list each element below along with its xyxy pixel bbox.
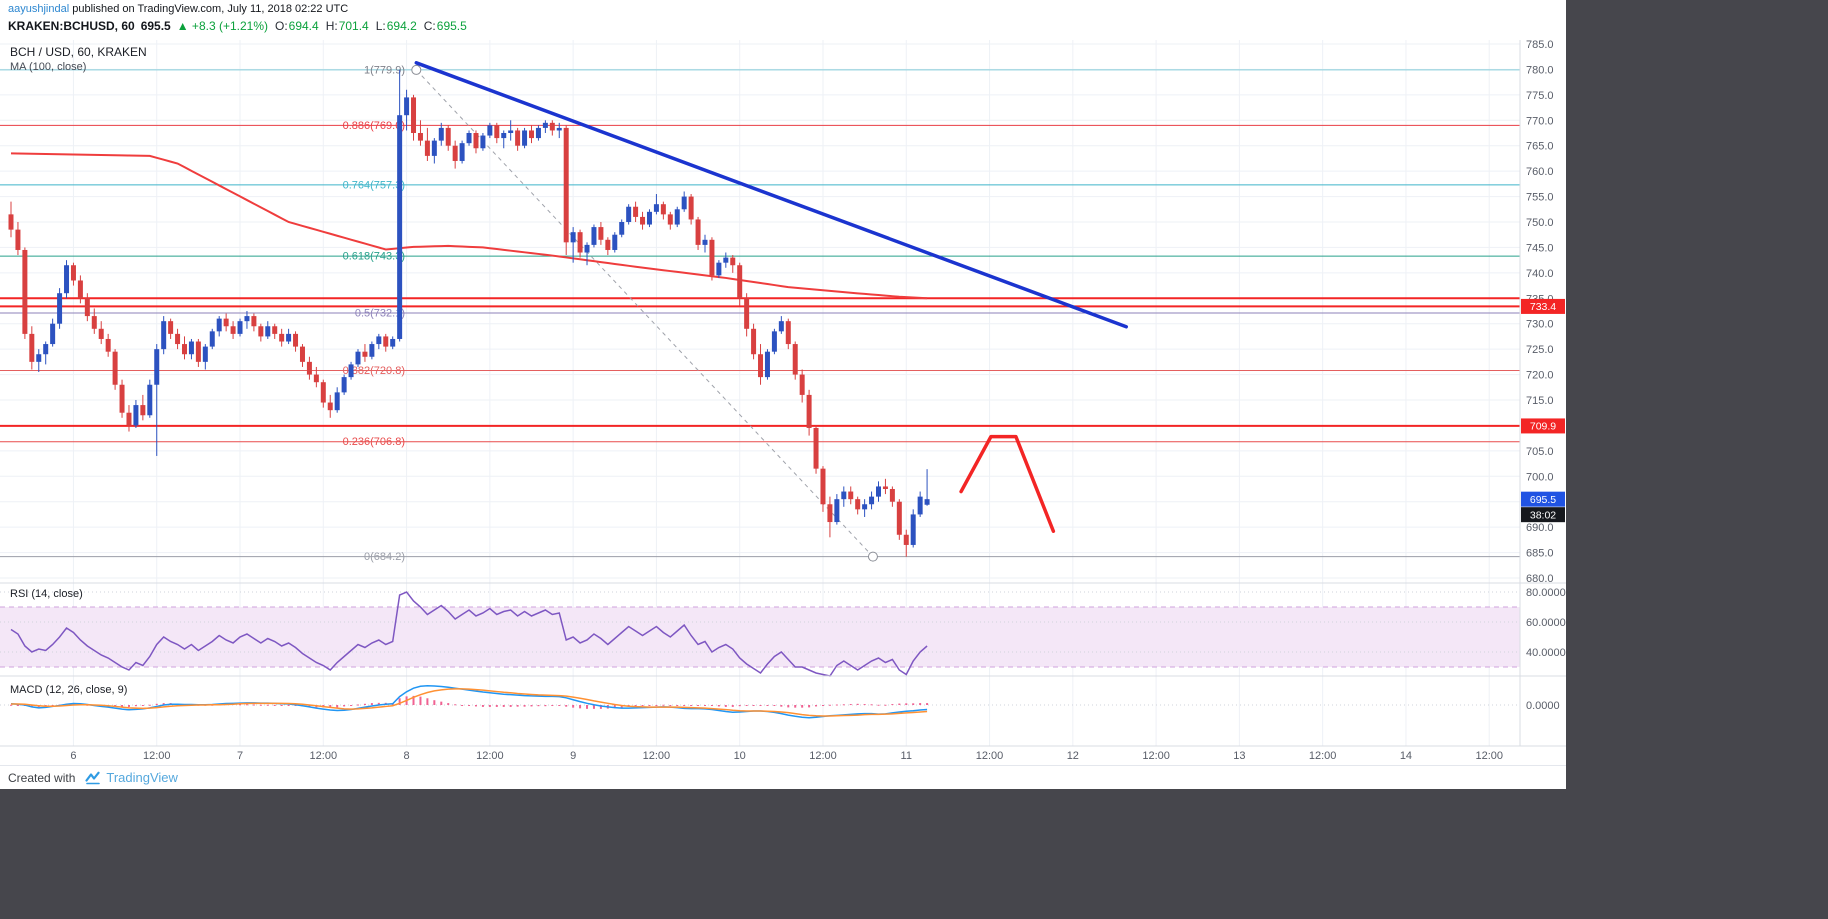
published-chart: aayushjindal published on TradingView.co… <box>0 0 1566 789</box>
svg-text:0.0000: 0.0000 <box>1526 700 1560 712</box>
svg-text:0.5(732.1): 0.5(732.1) <box>355 308 405 320</box>
svg-text:9: 9 <box>570 750 576 762</box>
pane-separators <box>0 40 1566 747</box>
svg-text:685.0: 685.0 <box>1526 548 1554 560</box>
svg-text:730.0: 730.0 <box>1526 319 1554 331</box>
open-value: 694.4 <box>288 19 319 33</box>
open-label: O: <box>274 19 288 33</box>
tradingview-logo-icon[interactable] <box>85 770 101 786</box>
svg-text:0.618(743.3): 0.618(743.3) <box>343 251 405 263</box>
svg-text:12:00: 12:00 <box>643 750 671 762</box>
svg-text:12:00: 12:00 <box>1475 750 1503 762</box>
svg-text:12:00: 12:00 <box>1142 750 1170 762</box>
chart-area[interactable]: 1(779.9) 0.886(769.0) 0.764(757.3) 0.618(74… <box>0 39 1566 765</box>
svg-text:38:02: 38:02 <box>1530 509 1556 521</box>
price-change: ▲ +8.3 (+1.21%) <box>176 19 268 33</box>
trend-line[interactable] <box>414 61 1129 329</box>
svg-text:40.0000: 40.0000 <box>1526 647 1566 659</box>
svg-text:0.764(757.3): 0.764(757.3) <box>343 179 405 191</box>
svg-text:8: 8 <box>404 750 410 762</box>
svg-text:11: 11 <box>901 750 912 762</box>
svg-text:12:00: 12:00 <box>476 750 504 762</box>
close-label: C: <box>423 19 436 33</box>
svg-text:775.0: 775.0 <box>1526 90 1554 102</box>
svg-text:14: 14 <box>1400 750 1412 762</box>
svg-text:12:00: 12:00 <box>976 750 1004 762</box>
svg-text:60.0000: 60.0000 <box>1526 617 1566 629</box>
support-resistance-lines[interactable] <box>0 297 1520 427</box>
footer-bar: Created with TradingView <box>0 765 1566 789</box>
symbol-ohlc-line: KRAKEN:BCHUSD, 60 695.5 ▲ +8.3 (+1.21%) O:6… <box>8 19 467 33</box>
svg-text:705.0: 705.0 <box>1526 446 1554 458</box>
price-axis-flags: 733.4 709.9 695.5 38:02 <box>1521 298 1565 523</box>
svg-text:695.5: 695.5 <box>1530 494 1556 506</box>
close-value: 695.5 <box>436 19 467 33</box>
svg-text:725.0: 725.0 <box>1526 344 1554 356</box>
rsi-pane[interactable] <box>0 591 1520 677</box>
svg-text:6: 6 <box>70 750 76 762</box>
tradingview-wordmark[interactable]: TradingView <box>106 770 178 785</box>
chart-canvas[interactable]: 1(779.9) 0.886(769.0) 0.764(757.3) 0.618(74… <box>0 39 1566 765</box>
svg-text:680.0: 680.0 <box>1526 573 1554 585</box>
ma100-line <box>10 152 928 300</box>
svg-text:12: 12 <box>1067 750 1079 762</box>
svg-text:750.0: 750.0 <box>1526 217 1554 229</box>
high-value: 701.4 <box>338 19 369 33</box>
svg-text:12:00: 12:00 <box>310 750 338 762</box>
svg-text:745.0: 745.0 <box>1526 242 1554 254</box>
fib-diagonal[interactable] <box>411 64 878 562</box>
svg-text:12:00: 12:00 <box>143 750 171 762</box>
svg-text:780.0: 780.0 <box>1526 64 1554 76</box>
svg-text:740.0: 740.0 <box>1526 268 1554 280</box>
publish-info: aayushjindal published on TradingView.co… <box>8 3 348 15</box>
svg-text:715.0: 715.0 <box>1526 395 1554 407</box>
svg-text:13: 13 <box>1233 750 1245 762</box>
svg-text:690.0: 690.0 <box>1526 522 1554 534</box>
svg-text:760.0: 760.0 <box>1526 166 1554 178</box>
time-axis[interactable]: 6 12:00 7 12:00 8 12:00 9 12:00 10 12:00 11 12:00 12… <box>70 750 1503 762</box>
svg-text:7: 7 <box>237 750 243 762</box>
svg-text:733.4: 733.4 <box>1530 301 1556 313</box>
low-value: 694.2 <box>386 19 417 33</box>
author-link[interactable]: aayushjindal <box>8 3 70 15</box>
macd-pane[interactable] <box>0 685 1520 719</box>
svg-text:709.9: 709.9 <box>1530 421 1556 433</box>
svg-text:785.0: 785.0 <box>1526 40 1554 51</box>
svg-text:1(779.9): 1(779.9) <box>364 64 405 76</box>
svg-text:755.0: 755.0 <box>1526 192 1554 204</box>
svg-text:0.886(769.0): 0.886(769.0) <box>343 120 405 132</box>
svg-text:10: 10 <box>734 750 746 762</box>
symbol-name[interactable]: KRAKEN:BCHUSD, 60 <box>8 19 135 33</box>
created-with-text: Created with <box>8 770 76 785</box>
svg-text:700.0: 700.0 <box>1526 471 1554 483</box>
svg-text:12:00: 12:00 <box>809 750 837 762</box>
svg-text:0.236(706.8): 0.236(706.8) <box>343 436 405 448</box>
projection-arrow[interactable] <box>959 434 1056 533</box>
svg-text:12:00: 12:00 <box>1309 750 1337 762</box>
low-label: L: <box>375 19 386 33</box>
publish-text: published on TradingView.com, July 11, 2… <box>69 3 349 15</box>
svg-text:0(684.2): 0(684.2) <box>364 551 405 563</box>
last-price: 695.5 <box>140 19 171 33</box>
svg-text:80.0000: 80.0000 <box>1526 587 1566 599</box>
svg-text:770.0: 770.0 <box>1526 115 1554 127</box>
svg-text:720.0: 720.0 <box>1526 370 1554 382</box>
svg-text:765.0: 765.0 <box>1526 141 1554 153</box>
svg-text:0.382(720.8): 0.382(720.8) <box>343 365 405 377</box>
candles[interactable] <box>8 69 930 557</box>
high-label: H: <box>325 19 338 33</box>
